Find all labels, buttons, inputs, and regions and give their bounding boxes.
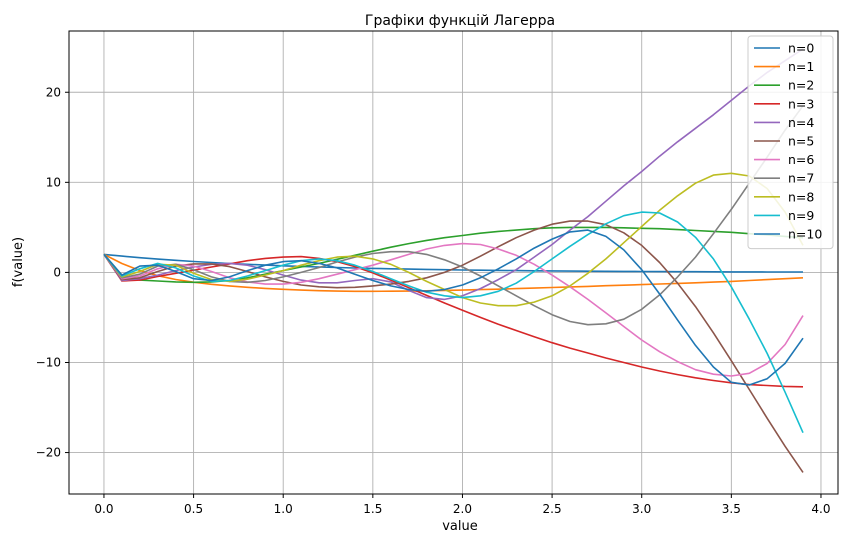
legend-entry: n=7 xyxy=(788,171,814,186)
legend-entry: n=3 xyxy=(788,96,814,111)
plot-lines xyxy=(103,48,804,473)
legend-entry: n=6 xyxy=(788,152,814,167)
series-line-n-5 xyxy=(103,220,804,473)
y-tick-label: −20 xyxy=(36,446,61,460)
y-axis-ticks: −20 −10 0 10 20 xyxy=(36,85,69,460)
series-line-n-9 xyxy=(103,211,804,434)
x-tick-label: 3.5 xyxy=(722,502,741,516)
legend-entry: n=0 xyxy=(788,41,814,56)
x-tick-label: 0.5 xyxy=(184,502,203,516)
x-tick-label: 1.5 xyxy=(363,502,382,516)
series-line-n-0 xyxy=(103,253,803,273)
x-axis-label: value xyxy=(442,519,478,534)
series-line-n-4 xyxy=(103,48,804,301)
series-line-n-6 xyxy=(103,242,804,377)
plot-frame xyxy=(68,30,839,495)
x-tick-label: 4.0 xyxy=(811,502,830,516)
series-line-n-10 xyxy=(103,229,804,386)
legend-entry: n=5 xyxy=(788,134,814,149)
legend-entry: n=9 xyxy=(788,208,814,223)
chart-title: Графіки функцій Лагерра xyxy=(365,13,555,29)
legend: n=0 n=1 n=2 n=3 n=4 n=5 n=6 n=7 n=8 n=9 n=10 xyxy=(747,35,834,250)
x-tick-label: 3.0 xyxy=(632,502,651,516)
x-tick-label: 2.0 xyxy=(453,502,472,516)
legend-box xyxy=(747,35,834,250)
y-tick-label: 10 xyxy=(46,175,61,189)
legend-entry: n=4 xyxy=(788,115,814,130)
y-tick-label: 0 xyxy=(53,265,61,279)
legend-entry: n=10 xyxy=(788,227,822,242)
legend-entry: n=8 xyxy=(788,189,814,204)
x-tick-label: 1.0 xyxy=(274,502,293,516)
legend-entry: n=2 xyxy=(788,78,814,93)
y-axis-label: f(value) xyxy=(11,237,26,287)
series-line-n-1 xyxy=(103,253,804,293)
x-tick-label: 0.0 xyxy=(94,502,113,516)
legend-entry: n=1 xyxy=(788,59,814,74)
y-tick-label: 20 xyxy=(46,85,61,99)
y-tick-label: −10 xyxy=(36,355,61,369)
x-tick-label: 2.5 xyxy=(543,502,562,516)
x-axis-ticks: 0.0 0.5 1.0 1.5 2.0 2.5 3.0 3.5 4.0 xyxy=(94,494,831,516)
